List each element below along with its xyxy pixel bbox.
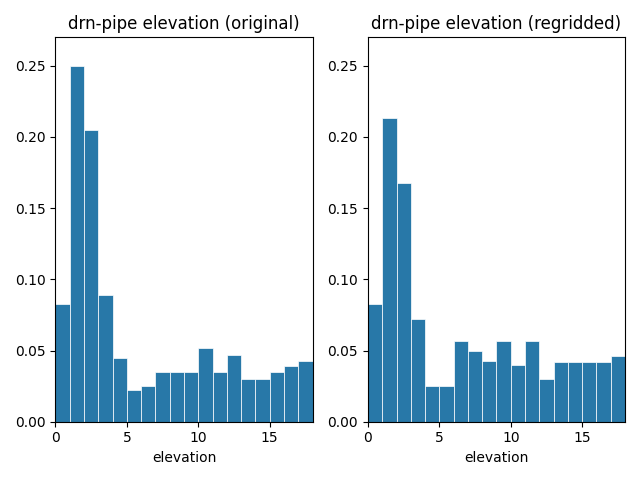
Bar <box>212 372 227 422</box>
Bar <box>568 362 582 422</box>
Bar <box>454 341 468 422</box>
Title: drn-pipe elevation (original): drn-pipe elevation (original) <box>68 15 300 33</box>
Bar <box>156 372 170 422</box>
Bar <box>298 360 312 422</box>
Bar <box>554 362 568 422</box>
Bar <box>84 130 99 422</box>
Bar <box>596 362 611 422</box>
Bar <box>184 372 198 422</box>
Bar <box>611 356 625 422</box>
Bar <box>368 303 382 422</box>
Bar <box>127 390 141 422</box>
Bar <box>511 365 525 422</box>
Bar <box>170 372 184 422</box>
Bar <box>440 386 454 422</box>
Bar <box>468 350 482 422</box>
Bar <box>397 182 411 422</box>
Bar <box>56 303 70 422</box>
Bar <box>525 341 540 422</box>
Bar <box>227 355 241 422</box>
X-axis label: elevation: elevation <box>152 451 216 465</box>
Bar <box>141 386 156 422</box>
Bar <box>425 386 440 422</box>
Bar <box>269 372 284 422</box>
Bar <box>482 360 497 422</box>
Bar <box>497 341 511 422</box>
Bar <box>540 379 554 422</box>
Bar <box>382 119 397 422</box>
Bar <box>99 295 113 422</box>
Bar <box>241 379 255 422</box>
X-axis label: elevation: elevation <box>464 451 529 465</box>
Bar <box>70 66 84 422</box>
Bar <box>411 319 425 422</box>
Title: drn-pipe elevation (regridded): drn-pipe elevation (regridded) <box>371 15 621 33</box>
Bar <box>284 366 298 422</box>
Bar <box>113 358 127 422</box>
Bar <box>198 348 212 422</box>
Bar <box>582 362 596 422</box>
Bar <box>255 379 269 422</box>
